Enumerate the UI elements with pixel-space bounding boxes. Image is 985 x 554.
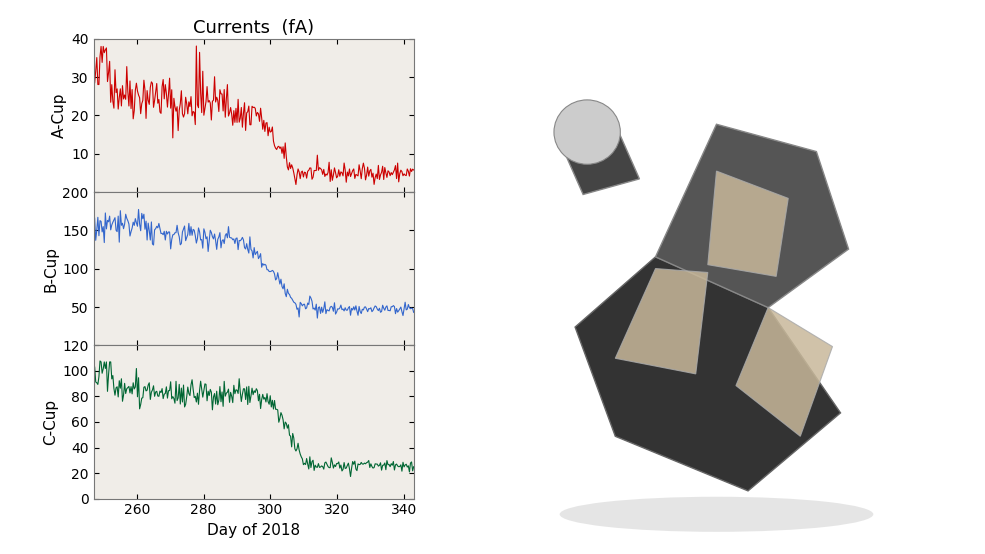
Polygon shape — [656, 124, 848, 307]
Polygon shape — [575, 257, 840, 491]
Y-axis label: B-Cup: B-Cup — [43, 245, 58, 292]
Polygon shape — [736, 307, 832, 437]
Y-axis label: A-Cup: A-Cup — [52, 93, 67, 138]
X-axis label: Day of 2018: Day of 2018 — [207, 523, 300, 538]
Polygon shape — [616, 269, 708, 374]
Polygon shape — [708, 171, 788, 276]
Polygon shape — [559, 124, 639, 194]
Circle shape — [554, 100, 621, 164]
Title: Currents  (fA): Currents (fA) — [193, 19, 314, 37]
Ellipse shape — [559, 497, 874, 532]
Y-axis label: C-Cup: C-Cup — [43, 399, 58, 445]
